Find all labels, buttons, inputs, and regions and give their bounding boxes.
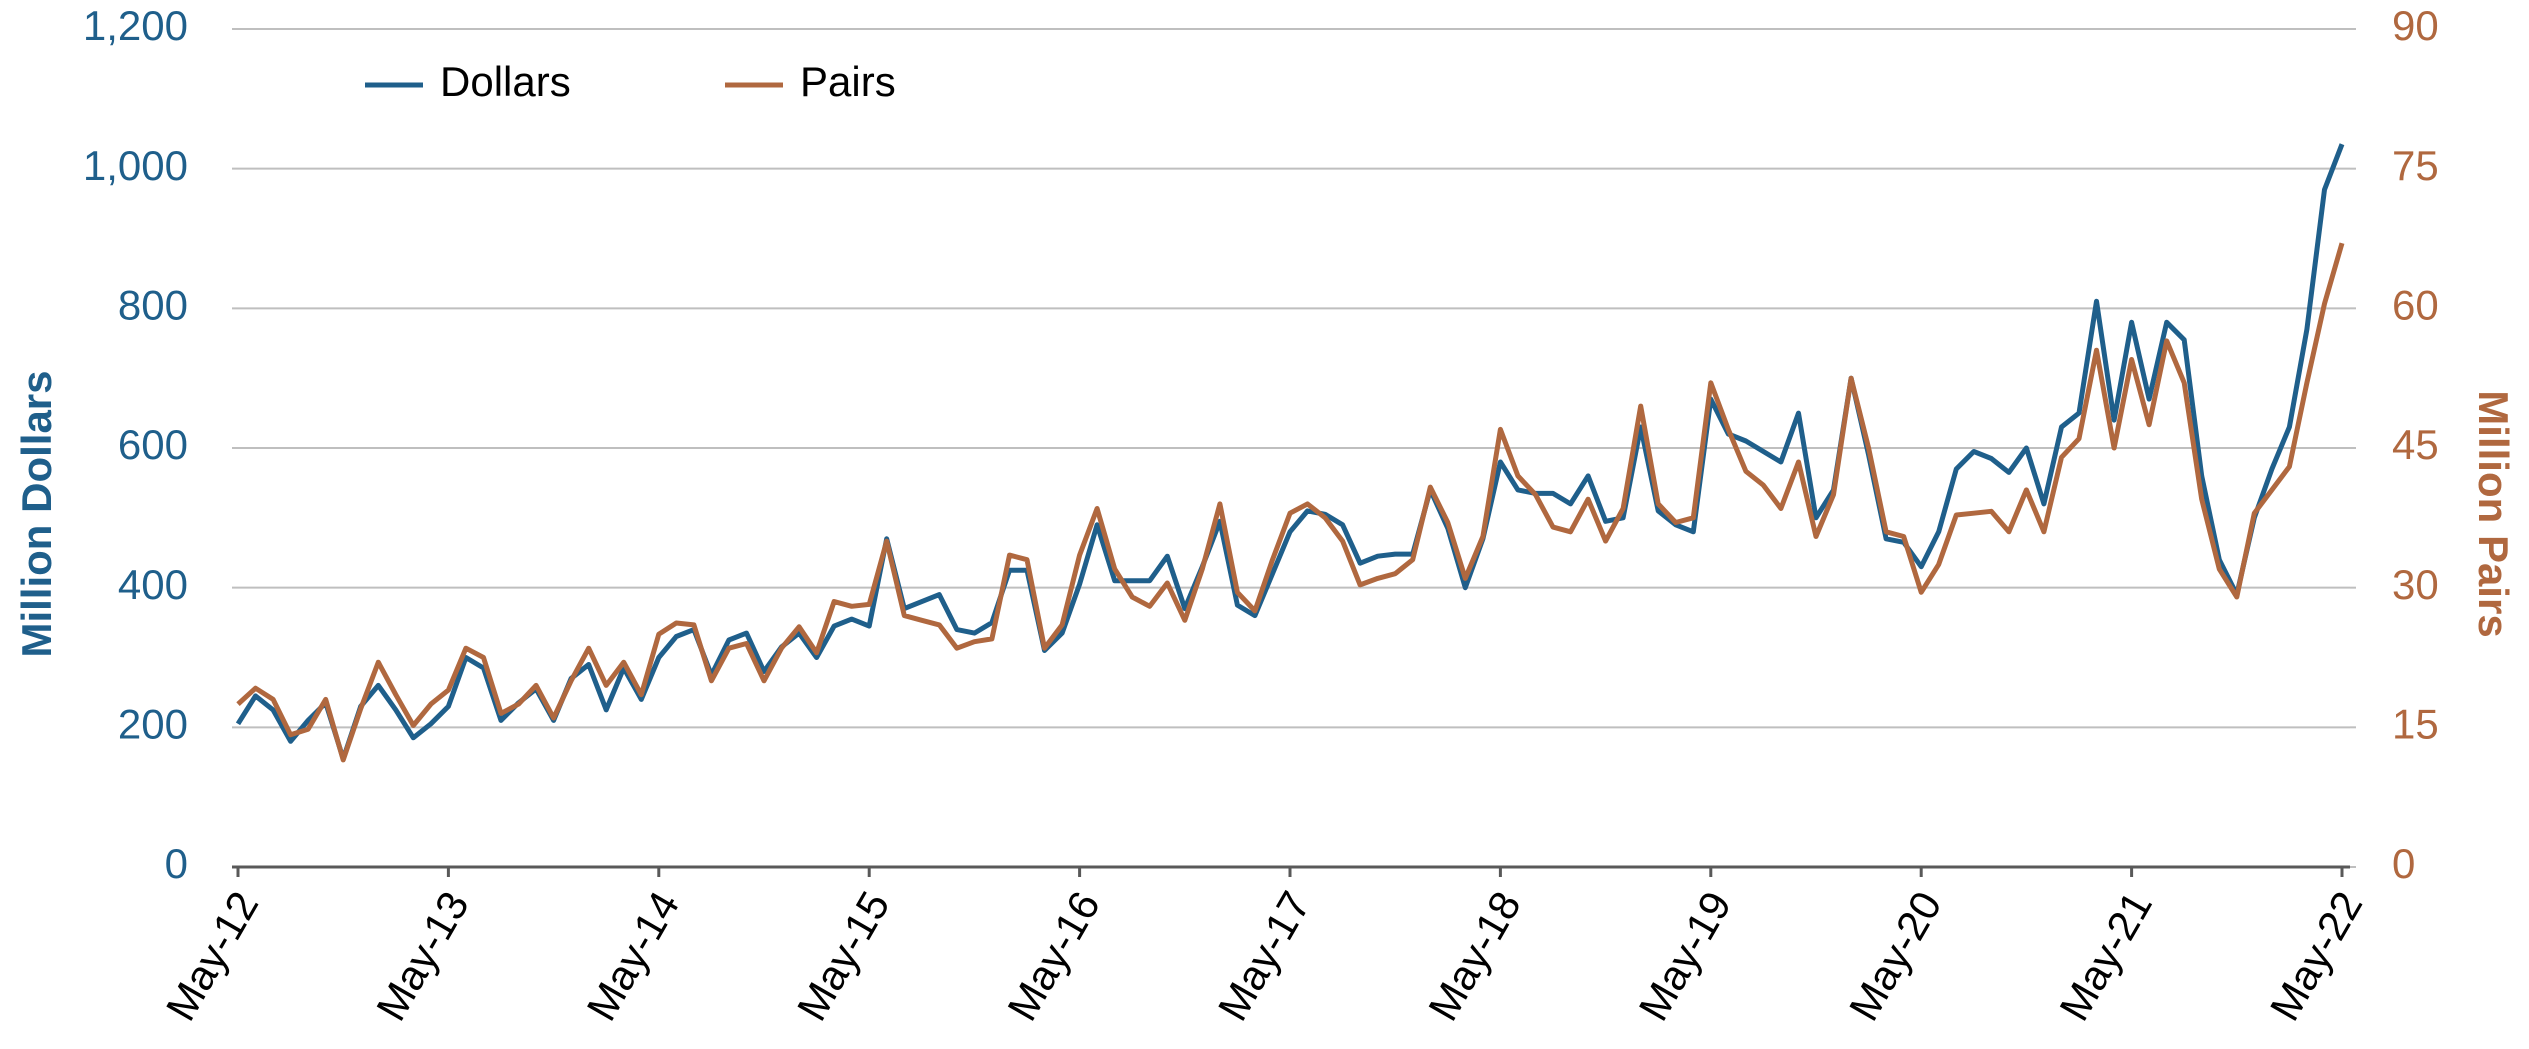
x-tick-label: May-13 — [367, 884, 478, 1029]
y2-tick-label: 15 — [2392, 700, 2439, 747]
y-tick-label: 800 — [118, 281, 188, 328]
x-tick-label: May-16 — [998, 884, 1109, 1029]
y2-tick-label: 75 — [2392, 142, 2439, 189]
legend-label: Dollars — [440, 58, 571, 105]
y2-tick-label: 60 — [2392, 281, 2439, 328]
x-tick-label: May-14 — [577, 884, 688, 1029]
x-tick-label: May-20 — [1840, 884, 1951, 1029]
y-tick-label: 1,200 — [83, 2, 188, 49]
series-line — [235, 143, 2345, 762]
legend-label: Pairs — [800, 58, 896, 105]
y2-axis-title: Million Pairs — [2470, 390, 2517, 637]
y-tick-label: 400 — [118, 561, 188, 608]
y-tick-label: 1,000 — [83, 142, 188, 189]
x-tick-label: May-18 — [1419, 884, 1530, 1029]
x-tick-label: May-17 — [1209, 884, 1320, 1029]
y2-tick-label: 0 — [2392, 840, 2415, 887]
series-line — [236, 242, 2345, 763]
y-tick-label: 0 — [165, 840, 188, 887]
y-tick-label: 600 — [118, 421, 188, 468]
x-tick-label: May-19 — [1629, 884, 1740, 1029]
x-tick-label: May-22 — [2261, 884, 2372, 1029]
y2-tick-label: 90 — [2392, 2, 2439, 49]
x-tick-label: May-15 — [788, 884, 899, 1029]
x-tick-label: May-21 — [2050, 884, 2161, 1029]
y2-tick-label: 30 — [2392, 561, 2439, 608]
y-tick-label: 200 — [118, 700, 188, 747]
y2-tick-label: 45 — [2392, 421, 2439, 468]
y-axis-title: Million Dollars — [13, 370, 60, 657]
x-tick-label: May-12 — [157, 884, 268, 1029]
